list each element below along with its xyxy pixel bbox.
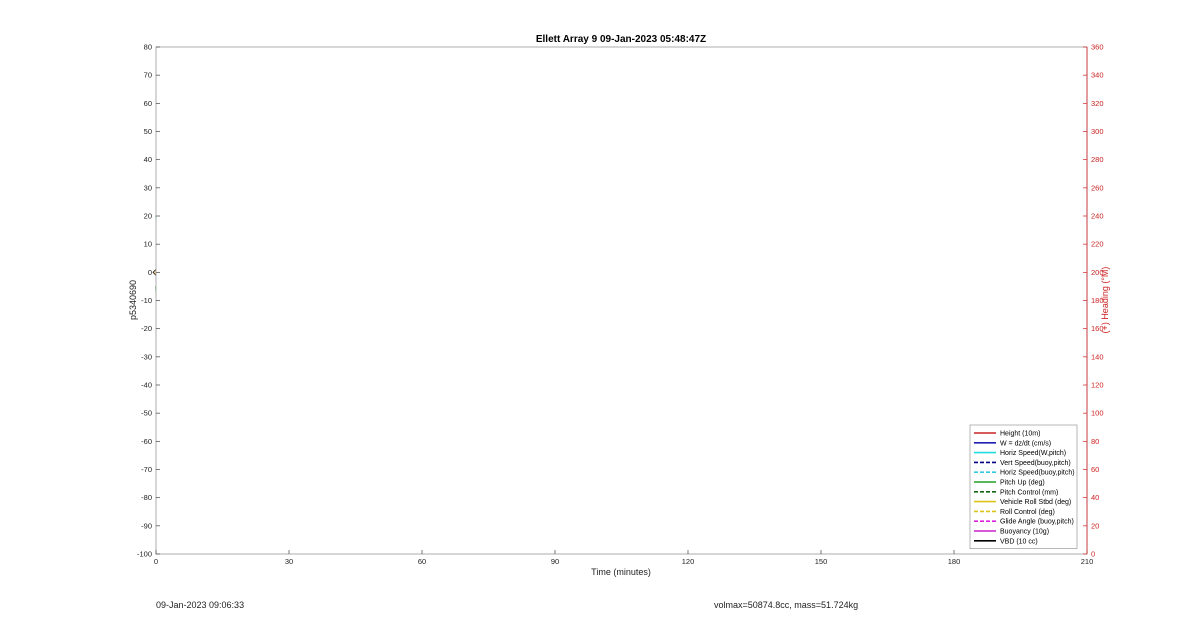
y2-tick-label: 200 (1091, 268, 1104, 277)
y2-tick-label: 180 (1091, 296, 1104, 305)
y2-tick-label: 300 (1091, 127, 1104, 136)
y2-tick-label: 140 (1091, 352, 1104, 361)
y2-tick-label: 360 (1091, 43, 1104, 52)
y-tick-label: -20 (141, 324, 152, 333)
legend-label: Vehicle Roll Stbd (deg) (1000, 499, 1071, 506)
legend-label: Vert Speed(buoy,pitch) (1000, 460, 1071, 467)
y-tick-label: 70 (144, 71, 152, 80)
y2-tick-label: 260 (1091, 183, 1104, 192)
y2-tick-label: 120 (1091, 381, 1104, 390)
y2-tick-label: 40 (1091, 493, 1099, 502)
x-tick-label: 60 (418, 557, 426, 566)
legend-box (969, 424, 1078, 549)
y-tick-label: 0 (148, 268, 152, 277)
chart-title: Ellett Array 9 09-Jan-2023 05:48:47Z (536, 34, 706, 45)
y2-tick-label: 280 (1091, 155, 1104, 164)
x-tick-label: 210 (1081, 557, 1094, 566)
legend-label: VBD (10 cc) (1000, 538, 1038, 545)
y2-tick-label: 340 (1091, 71, 1104, 80)
y2-axis-label: (+) Heading (°M) (1100, 267, 1110, 334)
y-tick-label: -100 (137, 550, 152, 559)
y-tick-label: -40 (141, 381, 152, 390)
legend-label: Horiz Speed(W,pitch) (1000, 450, 1066, 457)
y2-tick-label: 0 (1091, 550, 1095, 559)
footer-volume-mass: volmax=50874.8cc, mass=51.724kg (714, 600, 859, 610)
y-tick-label: -80 (141, 493, 152, 502)
legend-label: Roll Control (deg) (1000, 509, 1055, 516)
y-axis-label: p5340690 (128, 280, 138, 320)
y-tick-label: 40 (144, 155, 152, 164)
y2-tick-label: 320 (1091, 99, 1104, 108)
y2-tick-label: 80 (1091, 437, 1099, 446)
legend: Height (10m) W = dz/dt (cm/s) Horiz Speed(… (969, 424, 1078, 549)
y2-tick-label: 220 (1091, 240, 1104, 249)
y-tick-label: 50 (144, 127, 152, 136)
legend-label: Glide Angle (buoy,pitch) (1000, 519, 1074, 526)
x-tick-label: 0 (154, 557, 158, 566)
y-tick-label: -30 (141, 352, 152, 361)
x-tick-label: 90 (551, 557, 559, 566)
y-tick-label: -10 (141, 296, 152, 305)
x-tick-label: 30 (285, 557, 293, 566)
y2-tick-label: 240 (1091, 212, 1104, 221)
y-tick-label: -70 (141, 465, 152, 474)
y-tick-label: 80 (144, 43, 152, 52)
legend-label: Horiz Speed(buoy,pitch) (1000, 470, 1075, 477)
y-tick-label: 20 (144, 212, 152, 221)
y2-tick-label: 160 (1091, 324, 1104, 333)
axes: 0 30 60 90 120 150 180 210-100-90-80-70-60-50-4… (137, 43, 1104, 567)
x-axis-label: Time (minutes) (591, 567, 651, 577)
y2-tick-label: 100 (1091, 409, 1104, 418)
x-tick-label: 180 (948, 557, 961, 566)
y2-tick-label: 60 (1091, 465, 1099, 474)
legend-label: Pitch Up (deg) (1000, 480, 1045, 487)
legend-label: Pitch Control (mm) (1000, 489, 1058, 496)
x-tick-label: 120 (682, 557, 695, 566)
y-tick-label: 10 (144, 240, 152, 249)
plot-area (155, 46, 1088, 555)
y2-tick-label: 20 (1091, 521, 1099, 530)
y-tick-label: -50 (141, 409, 152, 418)
footer-timestamp: 09-Jan-2023 09:06:33 (156, 600, 245, 610)
y-tick-label: 60 (144, 99, 152, 108)
legend-label: Height (10m) (1000, 431, 1040, 438)
legend-label: W = dz/dt (cm/s) (1000, 440, 1051, 447)
y-tick-label: 30 (144, 183, 152, 192)
x-tick-label: 150 (815, 557, 828, 566)
legend-label: Buoyancy (10g) (1000, 529, 1049, 536)
y-tick-label: -60 (141, 437, 152, 446)
y-tick-label: -90 (141, 521, 152, 530)
